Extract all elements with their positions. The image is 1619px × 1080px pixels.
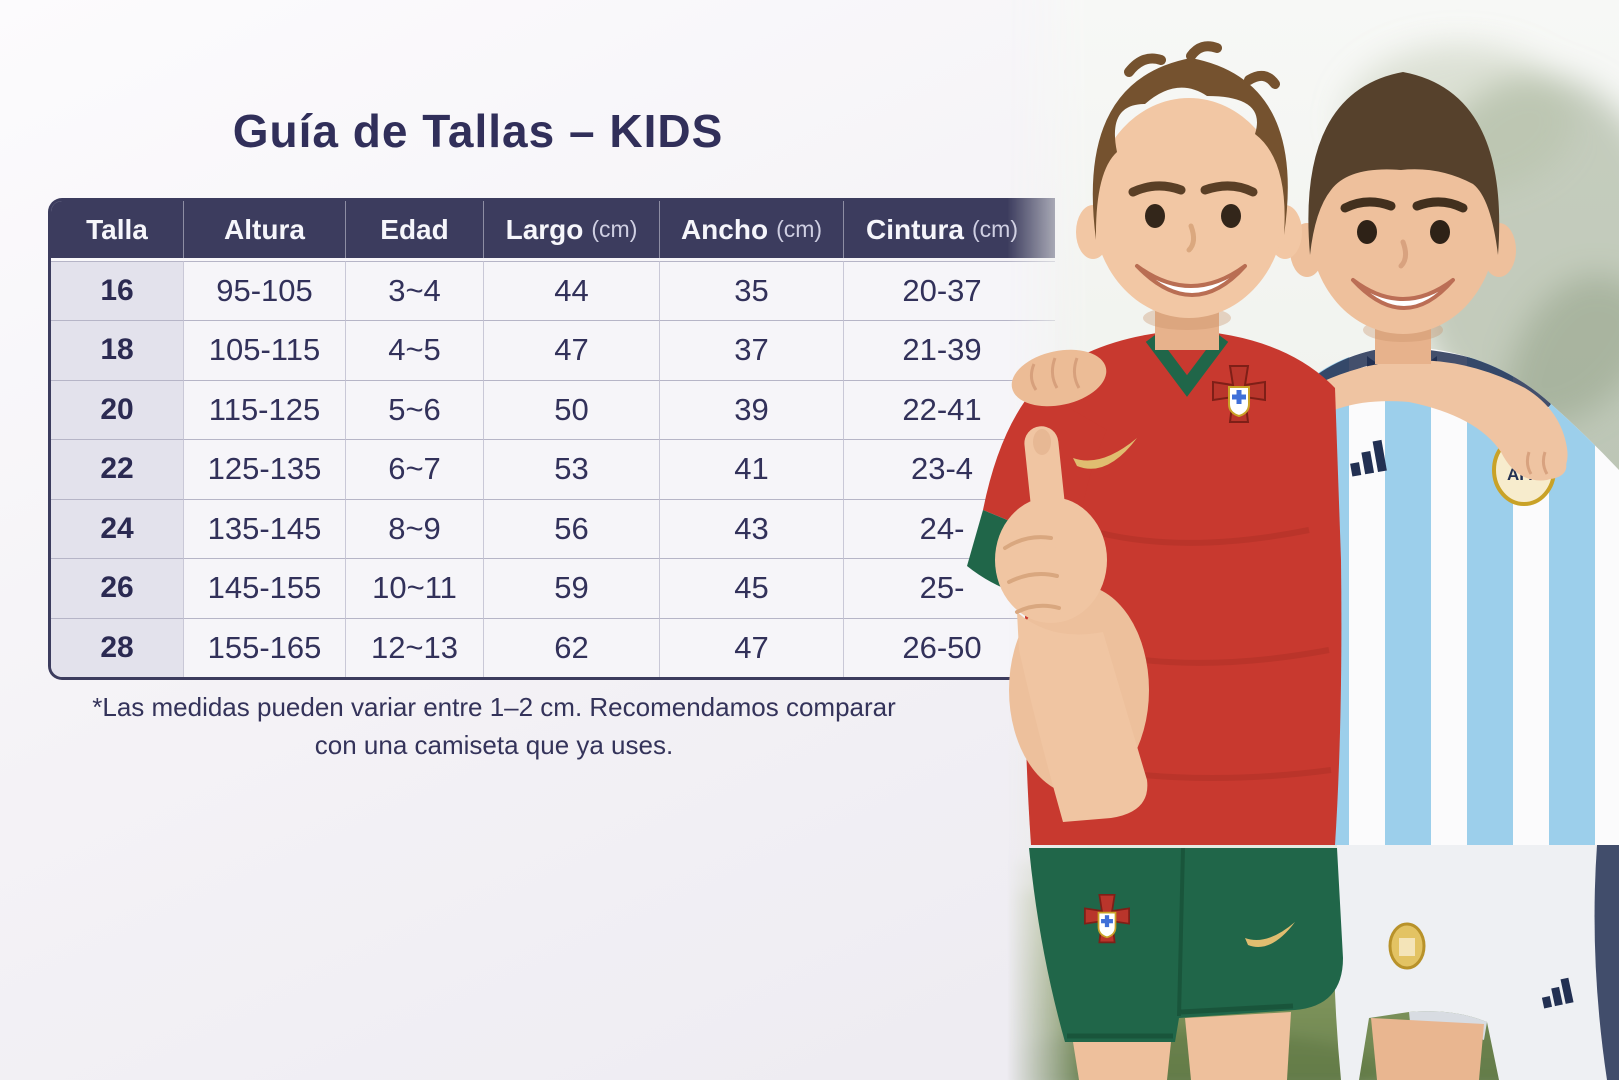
cell-ancho: 47 <box>659 617 843 677</box>
adidas-logo-icon <box>1350 439 1387 477</box>
cell-talla: 22 <box>51 439 183 499</box>
header-label: Talla <box>86 213 148 245</box>
portugal-crest-icon <box>1212 365 1266 423</box>
column-header-altura: Altura <box>183 201 345 258</box>
hair <box>1308 72 1500 255</box>
afa-crest-shorts-icon <box>1388 922 1426 970</box>
cell-edad: 8~9 <box>345 498 483 558</box>
nike-swoosh-shorts-icon <box>1245 922 1295 947</box>
hair <box>1092 58 1288 240</box>
argentina-boy-head <box>1290 72 1516 364</box>
cell-talla: 26 <box>51 558 183 618</box>
cell-largo: 44 <box>483 260 659 320</box>
cell-edad: 5~6 <box>345 379 483 439</box>
cell-edad: 3~4 <box>345 260 483 320</box>
cell-ancho: 37 <box>659 320 843 380</box>
cell-altura: 145-155 <box>183 558 345 618</box>
cell-talla: 16 <box>51 260 183 320</box>
cell-talla: 28 <box>51 617 183 677</box>
portugal-boy-leg-left <box>1073 1042 1171 1080</box>
measurement-footnote: *Las medidas pueden variar entre 1–2 cm.… <box>48 688 940 764</box>
adidas-logo-shorts-icon <box>1541 977 1574 1009</box>
cell-ancho: 39 <box>659 379 843 439</box>
cell-ancho: 43 <box>659 498 843 558</box>
header-label: Largo <box>505 213 584 245</box>
thumbs-up-arm <box>995 426 1149 822</box>
portugal-shorts <box>1029 847 1343 1042</box>
cell-talla: 18 <box>51 320 183 380</box>
portugal-crest-shorts-icon <box>1084 893 1130 944</box>
header-label: Altura <box>224 213 305 245</box>
cell-altura: 155-165 <box>183 617 345 677</box>
cell-edad: 6~7 <box>345 439 483 499</box>
portugal-boy-arm <box>1291 360 1568 481</box>
portugal-boy-head <box>1076 41 1302 350</box>
cell-altura: 105-115 <box>183 320 345 380</box>
column-header-edad: Edad <box>345 201 483 258</box>
cell-largo: 47 <box>483 320 659 380</box>
thumb <box>1024 426 1068 548</box>
cell-altura: 95-105 <box>183 260 345 320</box>
header-label: Edad <box>380 213 449 245</box>
column-header-largo: Largo (cm) <box>483 201 659 258</box>
footnote-line-2: con una camiseta que ya uses. <box>314 730 674 760</box>
portugal-boy-hand <box>1519 445 1567 479</box>
column-header-ancho: Ancho (cm) <box>659 201 843 258</box>
v-neck-collar <box>1145 334 1229 397</box>
cell-talla: 24 <box>51 498 183 558</box>
kids-photo: AFA <box>939 0 1619 1080</box>
argentina-shorts <box>1333 845 1619 1080</box>
portugal-boy-leg-right <box>1185 1012 1291 1080</box>
header-unit: (cm) <box>591 216 638 242</box>
cell-altura: 135-145 <box>183 498 345 558</box>
cell-talla: 20 <box>51 379 183 439</box>
page-title: Guía de Tallas – KIDS <box>232 105 724 157</box>
nike-swoosh-icon <box>1073 438 1137 469</box>
cell-largo: 62 <box>483 617 659 677</box>
fist <box>995 497 1107 623</box>
argentina-boy-hand <box>1011 349 1107 407</box>
cell-edad: 10~11 <box>345 558 483 618</box>
header-unit: (cm) <box>776 216 823 242</box>
header-label: Ancho <box>680 213 769 245</box>
cell-edad: 12~13 <box>345 617 483 677</box>
cell-ancho: 35 <box>659 260 843 320</box>
cell-largo: 56 <box>483 498 659 558</box>
cell-ancho: 45 <box>659 558 843 618</box>
cell-edad: 4~5 <box>345 320 483 380</box>
cell-altura: 115-125 <box>183 379 345 439</box>
cell-largo: 53 <box>483 439 659 499</box>
boy-portugal <box>967 41 1343 1080</box>
size-table: Talla Altura Edad Largo (cm) Ancho (cm) Ci… <box>48 198 1055 680</box>
cell-largo: 59 <box>483 558 659 618</box>
cell-largo: 50 <box>483 379 659 439</box>
cell-altura: 125-135 <box>183 439 345 499</box>
column-header-talla: Talla <box>51 201 183 258</box>
footnote-line-1: *Las medidas pueden variar entre 1–2 cm.… <box>92 692 896 722</box>
argentina-boy-leg <box>1371 1018 1484 1080</box>
cell-ancho: 41 <box>659 439 843 499</box>
